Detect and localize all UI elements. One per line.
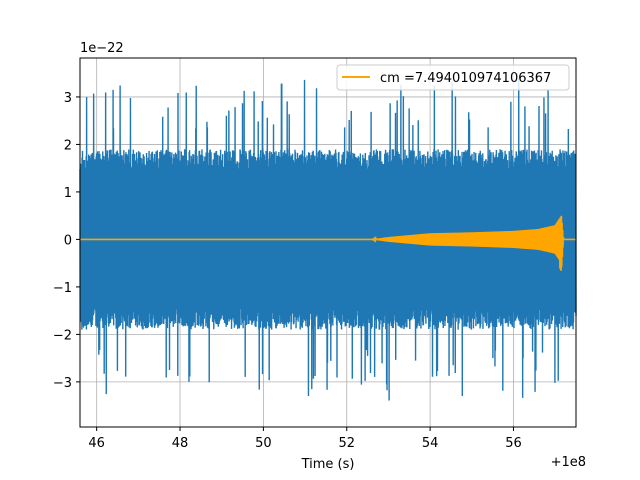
y-tick-label: 0 <box>64 233 72 248</box>
y-tick-label: −3 <box>53 376 72 391</box>
x-axis-label: Time (s) <box>301 457 355 472</box>
x-tick-label: 52 <box>338 436 355 451</box>
y-tick-label: 1 <box>64 186 72 201</box>
legend-label-cm: cm =7.494010974106367 <box>380 71 551 86</box>
y-tick-label: −1 <box>53 281 72 296</box>
y-tick-label: −2 <box>53 328 72 343</box>
x-tick-label: 56 <box>505 436 522 451</box>
legend-box <box>336 64 570 91</box>
axis-ticks: 46 48 50 52 54 56 −3 −2 −1 0 1 2 3 <box>53 91 522 451</box>
plot-area <box>79 78 577 401</box>
x-tick-label: 50 <box>255 436 272 451</box>
y-tick-label: 3 <box>64 91 72 106</box>
x-tick-label: 48 <box>172 436 189 451</box>
x-tick-label: 54 <box>422 436 439 451</box>
x-offset-label: +1e8 <box>551 455 586 470</box>
legend: cm =7.494010974106367 <box>336 64 570 91</box>
y-tick-label: 2 <box>64 138 72 153</box>
x-tick-label: 46 <box>88 436 105 451</box>
y-scale-label: 1e−22 <box>80 41 124 56</box>
template-series-line <box>80 215 576 271</box>
axes-frame <box>79 57 577 428</box>
